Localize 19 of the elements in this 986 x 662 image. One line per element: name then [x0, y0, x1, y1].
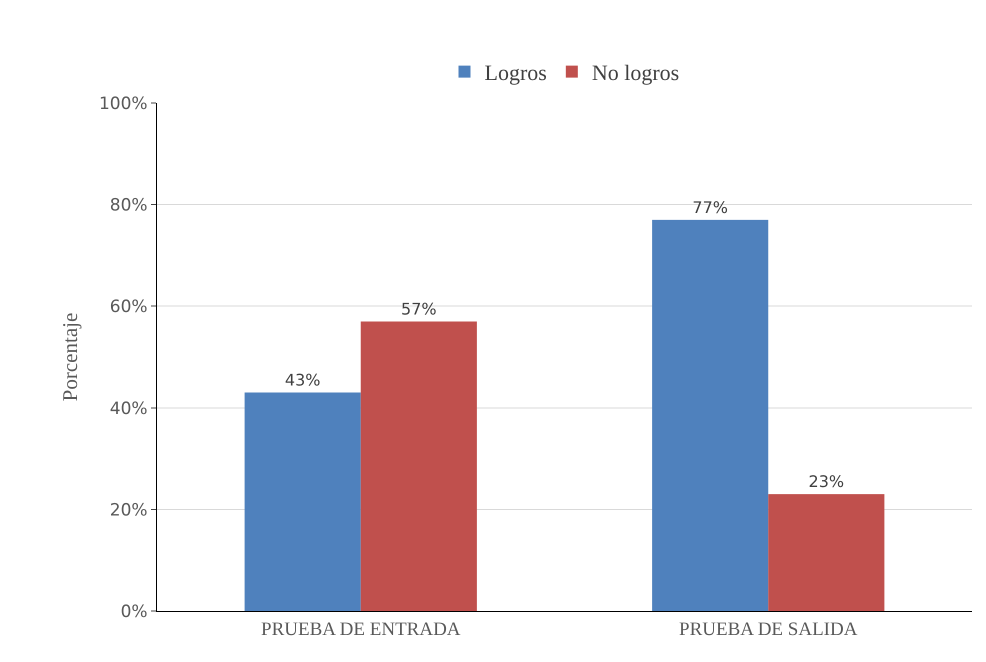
y-tick-label: 20%: [110, 500, 148, 520]
legend-label: No logros: [592, 60, 680, 86]
bar: [244, 392, 361, 611]
y-tick-label: 80%: [110, 196, 148, 216]
data-label: 77%: [692, 198, 728, 217]
x-tick-label: PRUEBA DE SALIDA: [679, 618, 858, 640]
y-axis-title: Porcentaje: [58, 312, 82, 402]
data-label: 43%: [284, 370, 320, 390]
legend-label: Logros: [484, 60, 547, 86]
y-tick-label: 0%: [120, 602, 148, 622]
data-label: 57%: [401, 299, 437, 318]
bar: [768, 494, 884, 611]
y-tick-label: 40%: [110, 398, 148, 419]
y-tick-label: 60%: [110, 297, 148, 318]
bar: [360, 321, 477, 611]
x-tick-label: PRUEBA DE ENTRADA: [260, 618, 461, 640]
data-label: 23%: [808, 472, 844, 492]
bar: [652, 220, 768, 611]
y-tick-label: 100%: [98, 94, 148, 114]
